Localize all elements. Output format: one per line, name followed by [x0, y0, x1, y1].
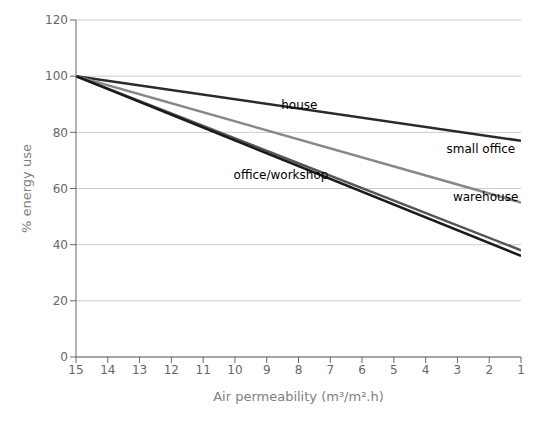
svg-text:11: 11	[196, 363, 211, 377]
svg-text:house: house	[281, 98, 317, 112]
svg-text:warehouse: warehouse	[453, 190, 518, 204]
svg-text:office/workshop: office/workshop	[234, 168, 329, 182]
svg-text:100: 100	[45, 69, 68, 83]
svg-text:80: 80	[53, 126, 68, 140]
svg-text:5: 5	[390, 363, 398, 377]
svg-text:13: 13	[132, 363, 147, 377]
svg-text:120: 120	[45, 13, 68, 27]
svg-text:6: 6	[358, 363, 366, 377]
svg-text:0: 0	[60, 350, 68, 364]
svg-text:8: 8	[295, 363, 303, 377]
svg-text:small office: small office	[447, 142, 516, 156]
svg-text:20: 20	[53, 294, 68, 308]
svg-text:3: 3	[454, 363, 462, 377]
svg-text:40: 40	[53, 238, 68, 252]
svg-text:10: 10	[227, 363, 242, 377]
svg-text:Air permeability (m³/m².h): Air permeability (m³/m².h)	[213, 389, 384, 404]
svg-text:% energy use: % energy use	[19, 144, 34, 233]
svg-text:7: 7	[326, 363, 334, 377]
svg-text:60: 60	[53, 182, 68, 196]
svg-text:12: 12	[164, 363, 179, 377]
svg-text:2: 2	[485, 363, 493, 377]
svg-text:9: 9	[263, 363, 271, 377]
svg-text:1: 1	[517, 363, 525, 377]
svg-text:14: 14	[100, 363, 115, 377]
svg-text:4: 4	[422, 363, 430, 377]
svg-text:15: 15	[68, 363, 83, 377]
